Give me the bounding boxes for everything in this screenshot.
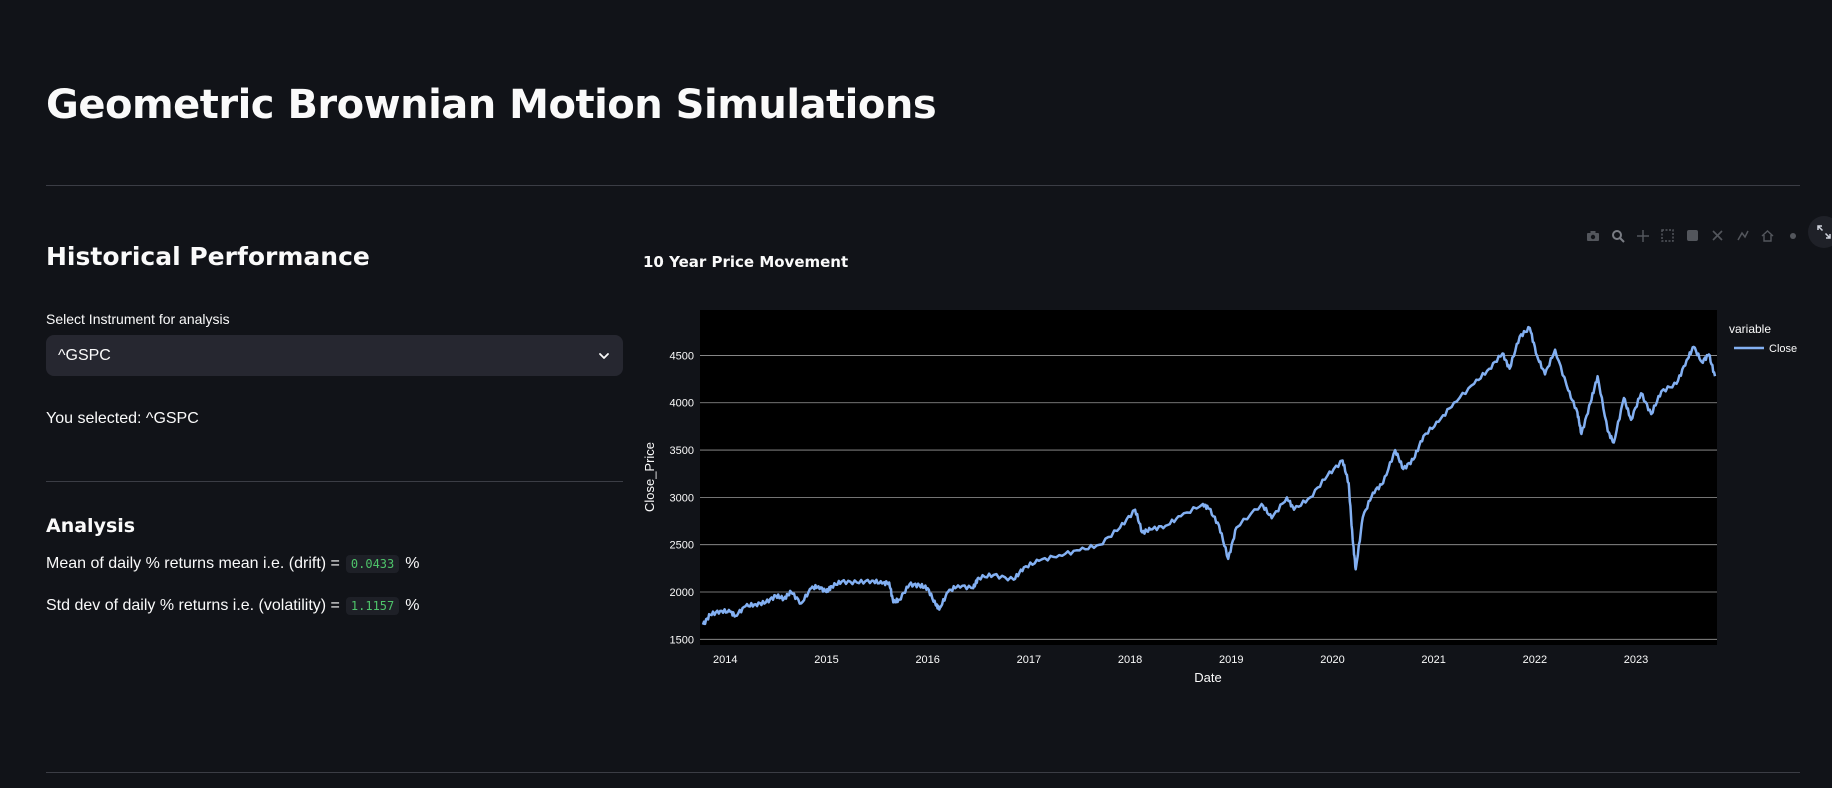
chart-title: 10 Year Price Movement [643, 253, 849, 271]
autoscale-icon[interactable] [1758, 226, 1777, 245]
camera-icon[interactable] [1583, 226, 1602, 245]
y-tick-label: 2500 [670, 540, 694, 552]
x-tick-label: 2021 [1421, 654, 1445, 666]
pan-icon[interactable] [1633, 226, 1652, 245]
drift-label: Mean of daily % returns mean i.e. (drift… [46, 555, 340, 572]
x-tick-label: 2015 [814, 654, 838, 666]
historical-performance-heading: Historical Performance [46, 242, 370, 271]
zoom-in-icon[interactable] [1708, 226, 1727, 245]
divider-top [46, 185, 1800, 186]
y-tick-label: 2000 [670, 587, 694, 599]
volatility-value: 1.1157 [345, 597, 400, 615]
x-tick-label: 2016 [915, 654, 939, 666]
chart-modebar [1583, 226, 1827, 245]
divider-bottom [46, 772, 1800, 773]
chevron-down-icon [597, 349, 611, 363]
page-title: Geometric Brownian Motion Simulations [46, 82, 937, 128]
lasso-select-icon[interactable] [1683, 226, 1702, 245]
instrument-select-label: Select Instrument for analysis [46, 311, 230, 327]
instrument-select[interactable]: ^GSPC [46, 335, 623, 376]
y-tick-label: 3500 [670, 445, 694, 457]
box-select-icon[interactable] [1658, 226, 1677, 245]
drift-value: 0.0433 [345, 555, 400, 573]
x-axis-title: Date [1194, 670, 1221, 685]
x-tick-label: 2014 [713, 654, 737, 666]
drift-unit: % [405, 555, 420, 572]
y-axis-title: Close_Price [642, 442, 657, 512]
zoom-out-icon[interactable] [1733, 226, 1752, 245]
legend-title: variable [1729, 322, 1771, 336]
fullscreen-icon[interactable] [1808, 216, 1832, 248]
zoom-icon[interactable] [1608, 226, 1627, 245]
y-tick-label: 1500 [670, 634, 694, 646]
drift-metric: Mean of daily % returns mean i.e. (drift… [46, 555, 420, 573]
y-tick-label: 3000 [670, 492, 694, 504]
volatility-unit: % [405, 597, 420, 614]
plot-area [700, 310, 1717, 645]
x-tick-label: 2017 [1017, 654, 1041, 666]
y-tick-label: 4500 [670, 350, 694, 362]
x-tick-label: 2018 [1118, 654, 1142, 666]
y-tick-label: 4000 [670, 398, 694, 410]
divider-left [46, 481, 623, 482]
volatility-label: Std dev of daily % returns i.e. (volatil… [46, 597, 340, 614]
x-tick-label: 2022 [1523, 654, 1547, 666]
price-chart[interactable]: 1500 2000 2500 3000 3500 4000 4500 2014 2015 201… [640, 300, 1820, 685]
instrument-select-value: ^GSPC [58, 346, 111, 364]
reset-axes-icon[interactable] [1783, 226, 1802, 245]
series-line-close [701, 325, 1717, 626]
x-tick-label: 2019 [1219, 654, 1243, 666]
analysis-heading: Analysis [46, 515, 136, 537]
legend-item-close[interactable]: Close [1769, 343, 1797, 355]
selected-instrument-text: You selected: ^GSPC [46, 410, 199, 427]
x-tick-label: 2020 [1320, 654, 1344, 666]
volatility-metric: Std dev of daily % returns i.e. (volatil… [46, 597, 420, 615]
x-tick-label: 2023 [1624, 654, 1648, 666]
